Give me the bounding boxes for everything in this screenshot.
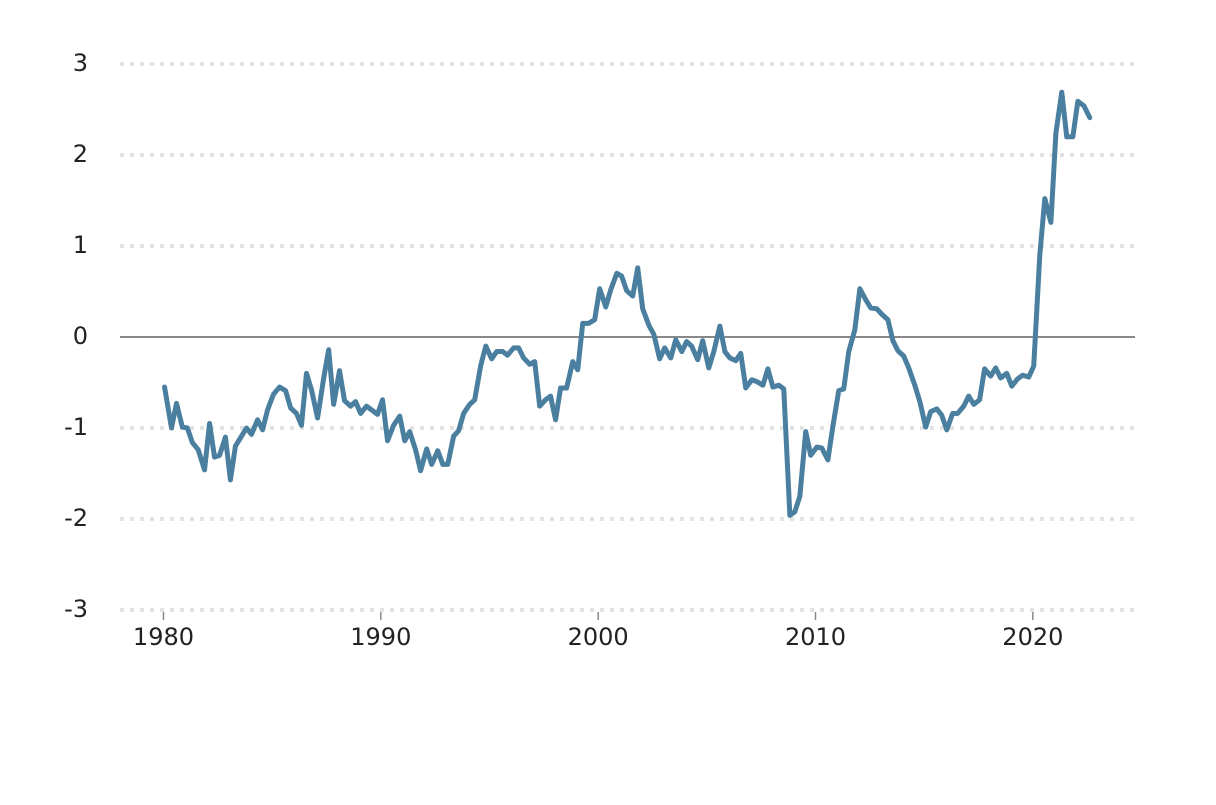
x-tick-label: 2000 (568, 623, 629, 651)
y-tick-label: -3 (64, 595, 88, 623)
y-tick-label: -2 (64, 504, 88, 532)
y-tick-label: 2 (73, 140, 88, 168)
y-tick-label: 1 (73, 231, 88, 259)
y-tick-label: 3 (73, 49, 88, 77)
data-line (162, 89, 1093, 518)
x-tick-label: 2020 (1002, 623, 1063, 651)
y-tick-label: -1 (64, 413, 88, 441)
x-tick-label: 2010 (785, 623, 846, 651)
x-tick-label: 1990 (350, 623, 411, 651)
y-tick-label: 0 (73, 322, 88, 350)
x-tick-label: 1980 (133, 623, 194, 651)
